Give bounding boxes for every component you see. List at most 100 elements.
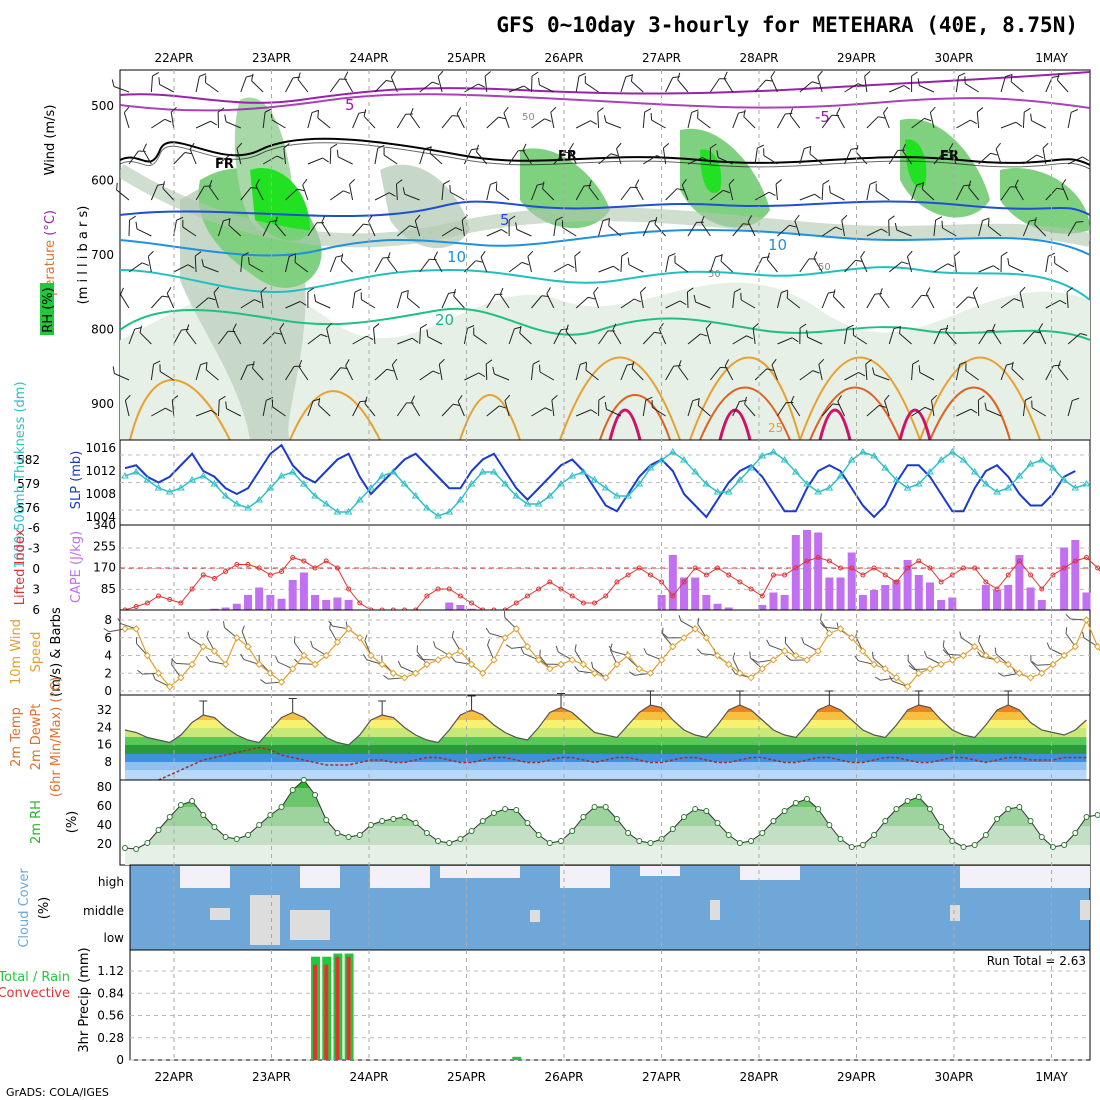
li-point [1028, 572, 1034, 578]
wind-barb [598, 330, 615, 345]
wind-barb [271, 399, 286, 417]
wind-barb [1045, 300, 1067, 309]
li-line [124, 556, 1100, 611]
y-tick-label: 340 [93, 518, 116, 532]
cape-bar [758, 605, 767, 610]
wind-barb [508, 85, 531, 93]
wind-barb [396, 402, 414, 417]
wind-barb [866, 293, 883, 309]
wind-barb [642, 331, 662, 345]
wind-barb [504, 394, 511, 417]
ylabel-dewpt: 2m DewPt [29, 704, 44, 771]
date-gridlines [173, 70, 1052, 1060]
thickness-point [132, 468, 141, 475]
wind-barb [531, 118, 552, 129]
wind-barb [1010, 74, 1024, 93]
rh-swatch [40, 283, 54, 335]
cape-bar [870, 590, 879, 610]
wind-barb [147, 250, 154, 273]
li-point [782, 572, 788, 578]
ylabel-convective: Convective [0, 986, 70, 1001]
wind-barb [852, 328, 868, 345]
wind-barb [828, 185, 845, 201]
li-point [1072, 558, 1078, 564]
y-tick-label: 0 [116, 1053, 124, 1067]
wind-barb [236, 142, 243, 165]
thickness-point [959, 456, 968, 463]
wind-barb [285, 301, 307, 309]
cape-bar [791, 535, 800, 610]
wind-barb [298, 359, 309, 381]
li-point [156, 593, 162, 599]
wind-barb [336, 149, 353, 165]
thickness-point [512, 492, 521, 499]
wind-barb [565, 324, 577, 345]
wind-barb [872, 651, 886, 670]
thickness-point [177, 484, 185, 491]
wind-barb [307, 333, 328, 345]
wind-speed-point [847, 634, 856, 642]
rh-point [591, 804, 598, 810]
cape-bar [210, 608, 219, 610]
wind-speed-point [892, 673, 901, 682]
temp-series [124, 690, 1087, 789]
wind-barb [665, 300, 687, 309]
wind-barb [945, 324, 957, 345]
date-label-bottom: 22APR [154, 1070, 193, 1084]
wind-barb [383, 147, 398, 165]
thickness-point [1071, 484, 1080, 491]
thickness-point [232, 500, 241, 507]
wind-barb [561, 220, 577, 237]
wind-barb [437, 70, 444, 93]
wind-barb [1067, 333, 1088, 345]
thickness-point [825, 484, 834, 491]
date-label-top: 30APR [934, 51, 973, 65]
wind-barb [283, 143, 290, 165]
cloud-gap [210, 908, 230, 920]
wind-barb [201, 259, 219, 273]
precip-conv-bar [346, 956, 351, 1060]
wind-barb [921, 181, 935, 201]
wind-speed-point [445, 651, 453, 660]
rh-point [513, 807, 520, 813]
wind-barb [754, 368, 774, 381]
wind-barb [732, 288, 742, 309]
wind-barb [1038, 323, 1047, 345]
rh-point [971, 842, 978, 848]
thickness-point [165, 488, 174, 495]
cloud-gap [440, 866, 520, 878]
wind-barb [344, 71, 354, 93]
wind-barb [251, 360, 264, 381]
wind-barb [522, 143, 532, 165]
wind-barb [894, 222, 912, 237]
wind-barb [150, 360, 161, 381]
cape-bar [802, 530, 811, 610]
wind-barb [956, 119, 977, 129]
y-tick-label: 600 [91, 174, 114, 188]
cloud-gaps [180, 866, 1090, 945]
rh-point [681, 814, 687, 820]
wind-speed-point [1026, 673, 1035, 682]
wind-barb [285, 188, 305, 201]
thickness-line [124, 451, 1087, 517]
cloud-gap [740, 866, 800, 880]
cape-bar [713, 603, 722, 610]
wind-barb [865, 359, 872, 381]
slp-panel: 582 579 576 1016 1012 1008 1004 1000-500mb Thi… [13, 381, 1091, 569]
wind-barb [321, 215, 331, 237]
wind-speed-point [926, 665, 934, 673]
wind-barb [687, 157, 709, 165]
wind-barb [1031, 400, 1047, 417]
y-tick-label: 582 [17, 453, 40, 467]
wind-barb [643, 155, 664, 165]
li-point [1050, 572, 1056, 578]
wind-barb [612, 323, 622, 345]
wind-barb [396, 225, 417, 237]
li-point [424, 593, 430, 599]
date-label-top: 24APR [349, 51, 388, 65]
wind-barb [486, 293, 503, 309]
rh-point [177, 802, 184, 808]
temp-max-marker [914, 690, 923, 705]
wind-speed-point [277, 678, 286, 686]
wind-barb [419, 146, 432, 165]
